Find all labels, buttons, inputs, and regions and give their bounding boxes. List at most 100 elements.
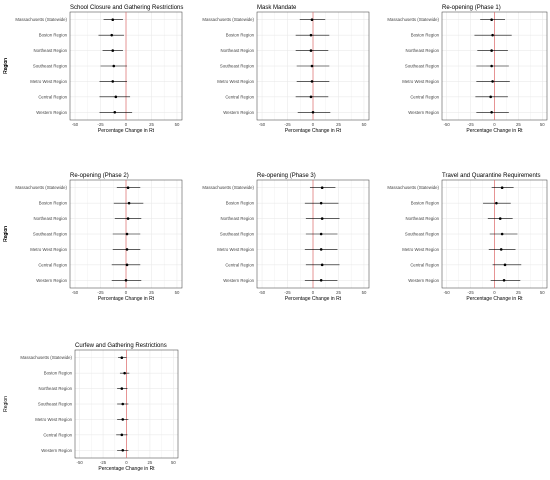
estimate-point	[502, 278, 506, 282]
category-label: Metro West Region	[217, 79, 254, 84]
category-label: Boston Region	[411, 201, 440, 206]
y-axis-title: Region	[3, 396, 9, 412]
category-label: Central Region	[38, 262, 67, 267]
category-label: Metro West Region	[30, 79, 67, 84]
category-label: Northeast Region	[34, 216, 68, 221]
category-label: Boston Region	[39, 201, 68, 206]
category-label: Western Region	[41, 448, 72, 453]
x-axis-title: Percentage Change in Rt	[98, 466, 155, 472]
x-tick-label: -50	[72, 122, 79, 127]
x-tick-label: 50	[175, 290, 180, 295]
category-label: Western Region	[36, 110, 67, 115]
category-label: Northeast Region	[39, 386, 73, 391]
panel-5: Re-opening (Phase 3) Massachusetts (State…	[3, 173, 370, 302]
category-label: Southeast Region	[33, 232, 68, 237]
category-label: Central Region	[410, 94, 439, 99]
estimate-point	[490, 64, 493, 68]
panel-title: Mask Mandate	[257, 5, 297, 11]
x-tick-label: -25	[468, 122, 475, 127]
x-tick-label: 0	[312, 122, 315, 127]
estimate-point	[319, 201, 323, 205]
estimate-point	[121, 448, 125, 452]
estimate-point	[319, 232, 323, 236]
category-label: Southeast Region	[38, 402, 73, 407]
x-axis-title: Percentage Change in Rt	[285, 296, 342, 302]
estimate-point	[124, 278, 128, 282]
x-tick-label: 25	[148, 460, 153, 465]
x-tick-label: -50	[259, 290, 266, 295]
estimate-point	[125, 232, 129, 236]
y-axis-title: Region	[3, 58, 9, 74]
y-axis-title: Region	[3, 58, 9, 74]
category-label: Western Region	[408, 278, 439, 283]
x-tick-label: 50	[362, 290, 367, 295]
estimate-point	[309, 95, 313, 99]
x-tick-label: 0	[125, 460, 128, 465]
panel-title: Curfew and Gathering Restrictions	[75, 343, 167, 349]
x-tick-label: -25	[97, 290, 104, 295]
panel-7: Curfew and Gathering Restrictions Massach…	[3, 343, 179, 472]
estimate-point	[111, 80, 115, 83]
category-label: Southeast Region	[220, 64, 255, 69]
estimate-point	[490, 110, 493, 114]
category-label: Southeast Region	[220, 232, 255, 237]
estimate-point	[120, 433, 124, 437]
category-label: Western Region	[36, 278, 67, 283]
category-label: Massachusetts (Statewide)	[15, 185, 67, 190]
estimate-point	[495, 201, 498, 205]
category-label: Metro West Region	[402, 79, 439, 84]
y-axis-title: Region	[3, 58, 9, 74]
estimate-point	[120, 387, 124, 390]
estimate-point	[125, 248, 129, 251]
category-label: Central Region	[43, 432, 72, 437]
panel-6: Travel and Quarantine Requirements Massac…	[3, 173, 548, 302]
estimate-point	[310, 64, 314, 68]
x-tick-label: -25	[100, 460, 107, 465]
estimate-point	[111, 49, 115, 52]
x-tick-label: -25	[468, 290, 475, 295]
x-tick-label: 50	[540, 290, 545, 295]
panel-1: School Closure and Gathering Restriction…	[3, 5, 183, 134]
category-label: Massachusetts (Statewide)	[202, 17, 254, 22]
estimate-point	[113, 110, 117, 114]
category-label: Central Region	[225, 262, 254, 267]
x-tick-label: -50	[444, 290, 451, 295]
category-label: Southeast Region	[33, 64, 68, 69]
panel-title: Re-opening (Phase 1)	[442, 5, 501, 11]
estimate-point	[311, 110, 315, 114]
estimate-point	[489, 95, 492, 99]
panel-3: Re-opening (Phase 1) Massachusetts (State…	[3, 5, 548, 134]
x-tick-label: 25	[336, 290, 341, 295]
category-label: Boston Region	[44, 371, 73, 376]
estimate-point	[123, 371, 126, 375]
category-label: Metro West Region	[217, 247, 254, 252]
panel-title: Travel and Quarantine Requirements	[442, 173, 541, 179]
estimate-point	[490, 49, 493, 52]
estimate-point	[498, 217, 502, 220]
x-tick-label: 25	[149, 122, 154, 127]
estimate-point	[503, 263, 507, 267]
estimate-point	[490, 18, 493, 22]
estimate-point	[500, 186, 504, 190]
category-label: Metro West Region	[30, 247, 67, 252]
x-tick-label: 0	[125, 290, 128, 295]
panel-title: School Closure and Gathering Restriction…	[70, 5, 183, 11]
category-label: Central Region	[225, 94, 254, 99]
estimate-point	[320, 186, 324, 190]
y-axis-title: Region	[3, 226, 9, 242]
category-label: Northeast Region	[221, 216, 255, 221]
estimate-point	[319, 248, 323, 251]
category-label: Boston Region	[226, 33, 255, 38]
category-label: Central Region	[38, 94, 67, 99]
category-label: Northeast Region	[34, 48, 68, 53]
estimate-point	[121, 402, 125, 406]
y-axis-title: Region	[3, 226, 9, 242]
x-axis-title: Percentage Change in Rt	[285, 128, 342, 134]
x-tick-label: -25	[284, 290, 291, 295]
x-tick-label: 0	[493, 122, 496, 127]
estimate-point	[126, 186, 130, 190]
x-tick-label: 50	[175, 122, 180, 127]
estimate-point	[114, 95, 118, 99]
x-tick-label: -50	[259, 122, 266, 127]
